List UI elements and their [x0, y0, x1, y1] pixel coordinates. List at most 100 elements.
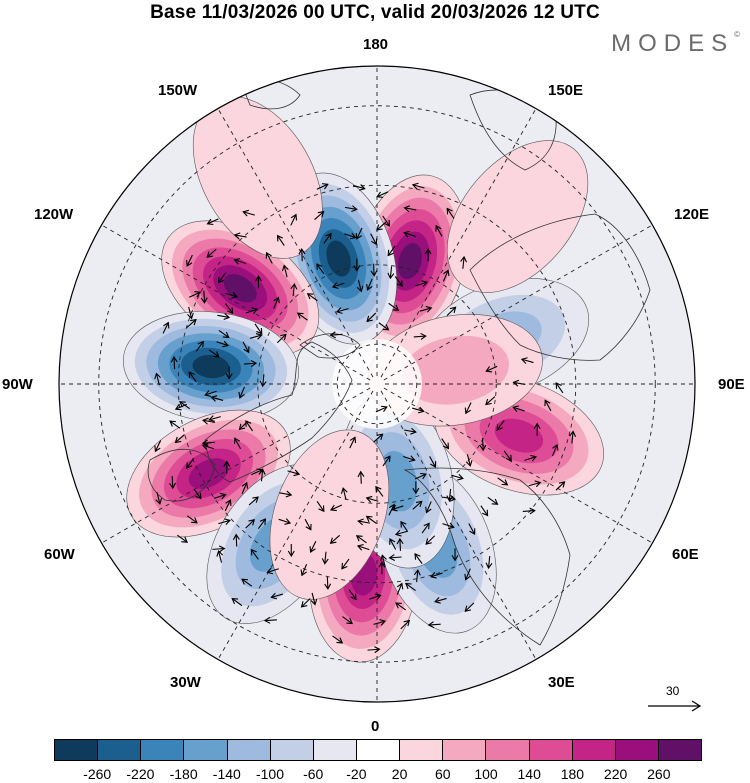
- wind-arrow-head: [376, 224, 383, 231]
- wind-arrow-head: [200, 297, 208, 304]
- wind-arrow-head: [403, 619, 411, 627]
- wind-arrow-shaft: [271, 593, 284, 598]
- colorbar-tick-label: 60: [435, 766, 451, 782]
- wind-arrow-shaft: [544, 400, 552, 412]
- wind-arrow-shaft: [375, 486, 384, 497]
- wind-arrow-head: [374, 593, 382, 601]
- wind-arrow-shaft: [330, 504, 343, 511]
- wind-arrow-head: [496, 424, 503, 431]
- wind-arrow-head: [223, 460, 231, 467]
- wind-arrow: [464, 402, 472, 415]
- wind-arrow: [544, 399, 552, 412]
- wind-arrow: [188, 371, 197, 383]
- wind-arrow: [413, 569, 421, 583]
- wind-arrow: [555, 382, 564, 394]
- wind-arrow: [169, 420, 181, 429]
- wind-arrow: [427, 621, 441, 629]
- wind-arrow-head: [219, 492, 227, 500]
- wind-arrow-shaft: [332, 282, 345, 288]
- wind-arrow-shaft: [396, 583, 403, 595]
- meridian-line: [101, 387, 371, 544]
- wind-arrow-head: [300, 569, 307, 577]
- wind-arrow-shaft: [421, 523, 430, 534]
- wind-arrow-head: [392, 304, 400, 311]
- wind-arrow: [520, 357, 534, 364]
- colorbar-cell: [443, 740, 487, 760]
- wind-arrow: [245, 420, 254, 432]
- wind-arrow-head: [276, 234, 284, 242]
- wind-arrow-head: [169, 420, 176, 427]
- wind-arrow-head: [380, 405, 388, 413]
- wind-arrow-head: [382, 324, 390, 331]
- wind-arrow-head: [443, 269, 450, 277]
- wind-arrow-head: [427, 621, 435, 629]
- wind-arrow: [394, 529, 408, 537]
- wind-arrow-shaft: [389, 538, 397, 550]
- wind-arrow: [323, 232, 332, 244]
- wind-arrow-head: [170, 356, 178, 363]
- wind-arrow: [378, 561, 386, 575]
- wind-arrow-head: [242, 209, 249, 217]
- wind-arrow-shaft: [448, 488, 452, 501]
- wind-arrow-shaft: [283, 265, 288, 278]
- wind-arrow-shaft: [188, 291, 201, 298]
- wind-arrow-shaft: [403, 429, 416, 433]
- wind-arrow-head: [186, 260, 193, 267]
- wind-arrow-head: [370, 270, 378, 277]
- wind-arrow-head: [425, 305, 433, 313]
- wind-arrow-shaft: [203, 290, 206, 303]
- wind-arrow-head: [430, 461, 437, 468]
- wind-arrow: [348, 589, 357, 601]
- wind-arrow-head: [396, 280, 403, 287]
- wind-arrow-shaft: [399, 538, 402, 551]
- wind-arrow: [340, 487, 348, 500]
- wind-arrow-shaft: [156, 492, 161, 504]
- polar-cap: [332, 339, 422, 429]
- wind-arrow: [485, 396, 496, 406]
- wind-arrow-head: [225, 373, 233, 380]
- wind-arrow: [367, 646, 381, 654]
- wind-arrow-shaft: [344, 206, 357, 210]
- lon-label-0: 0: [371, 718, 380, 735]
- wind-arrow-head: [442, 442, 450, 450]
- wind-arrow: [485, 556, 493, 570]
- wind-arrow-shaft: [395, 602, 406, 611]
- wind-arrow-shaft: [357, 545, 370, 551]
- wind-reference-value: 30: [666, 684, 680, 698]
- wind-arrow: [316, 183, 329, 190]
- wind-arrow: [366, 312, 377, 323]
- wind-arrow-head: [371, 238, 378, 246]
- wind-arrow: [357, 470, 365, 484]
- wind-arrow-shaft: [155, 373, 160, 386]
- latitude-circle: [336, 343, 418, 425]
- wind-arrow-head: [411, 182, 419, 190]
- wind-arrow-shaft: [195, 341, 204, 352]
- wind-arrow: [403, 455, 416, 463]
- wind-arrow: [400, 520, 409, 532]
- wind-arrow: [244, 360, 258, 367]
- wind-arrow-shaft: [348, 589, 357, 600]
- wind-arrow-shaft: [366, 312, 377, 322]
- graticule: [59, 66, 695, 702]
- latitude-circle: [257, 264, 497, 504]
- wind-arrow: [216, 549, 224, 563]
- wind-arrow-shaft: [388, 302, 399, 311]
- wind-arrow-head: [238, 392, 245, 399]
- wind-arrow: [357, 518, 371, 526]
- wind-arrow-head: [479, 444, 487, 452]
- wind-arrow-head: [231, 292, 239, 299]
- wind-arrow-shaft: [468, 523, 476, 535]
- wind-arrow: [186, 457, 195, 469]
- wind-arrow-shaft: [382, 215, 390, 227]
- wind-arrow: [249, 333, 263, 340]
- wind-arrow-head: [446, 207, 453, 215]
- wind-arrow-head: [233, 437, 241, 445]
- anomaly-contour: [193, 96, 323, 259]
- wind-arrow-head: [408, 455, 416, 463]
- wind-arrow-shaft: [314, 211, 324, 220]
- wind-arrow-shaft: [193, 488, 202, 499]
- wind-arrow: [465, 454, 473, 467]
- wind-arrow: [512, 405, 525, 412]
- wind-arrow-shaft: [366, 278, 373, 291]
- meridian-line: [383, 387, 653, 544]
